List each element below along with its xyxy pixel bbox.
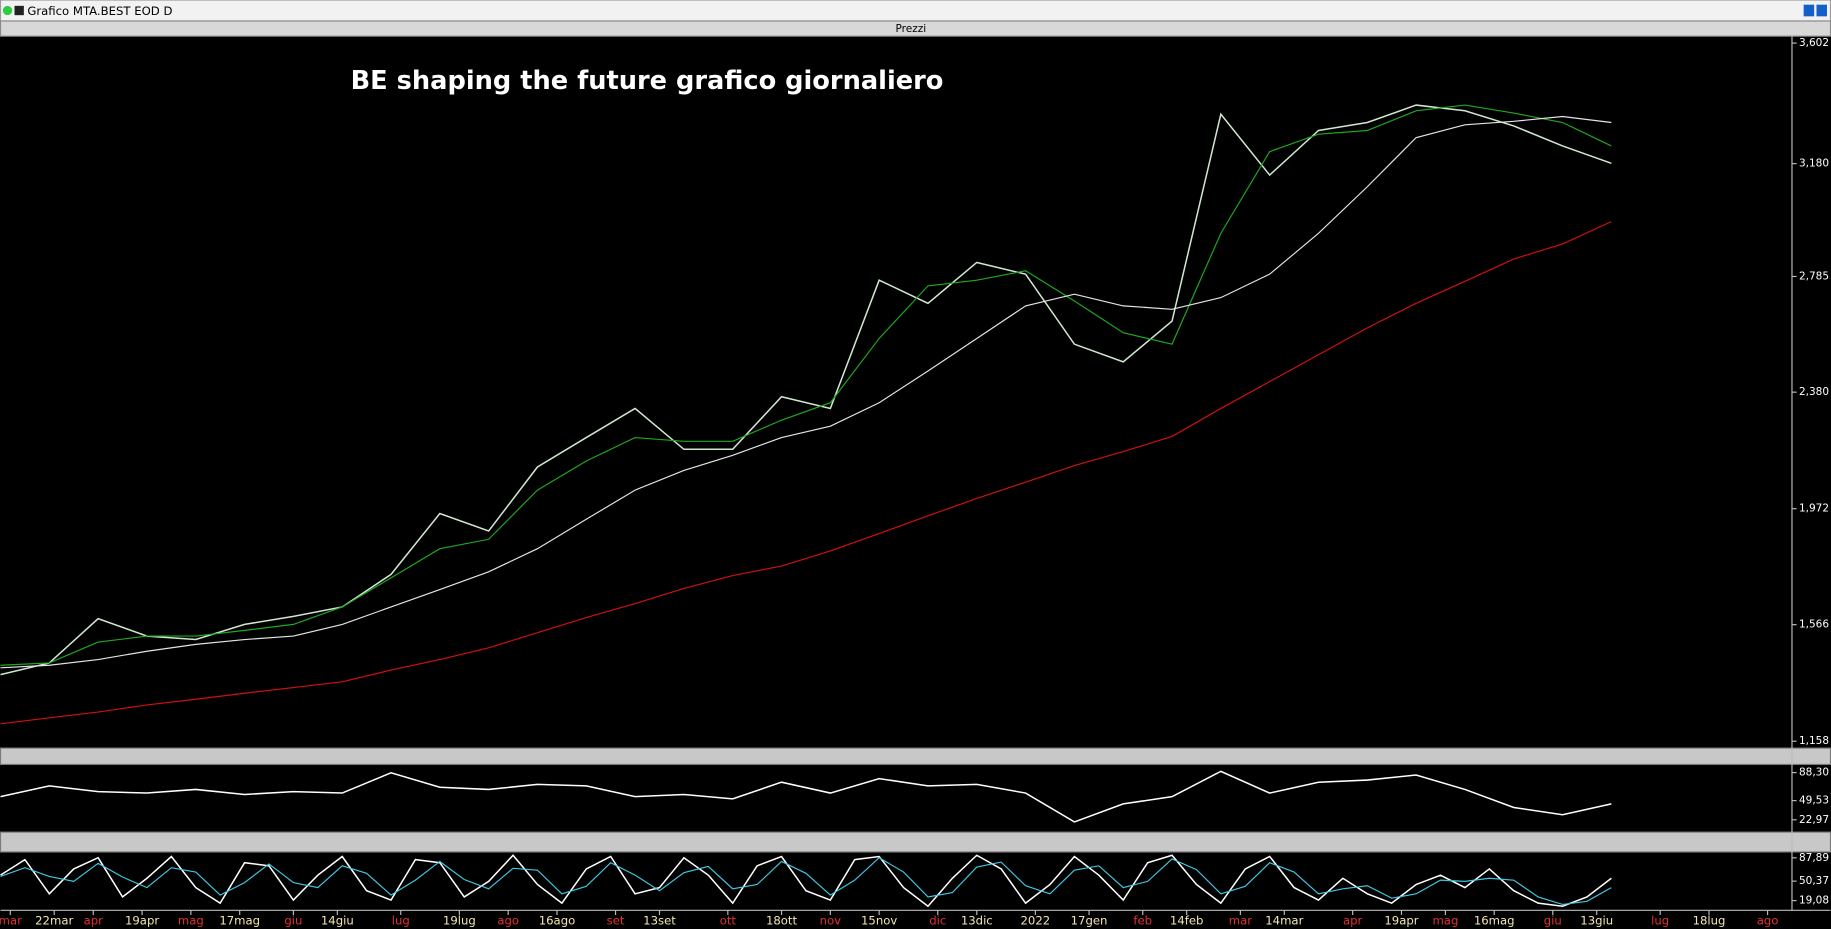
panel-title: Prezzi [896, 23, 927, 35]
panel-header [0, 20, 1831, 37]
panel-separator[interactable] [0, 831, 1831, 853]
y-tick-label: 22,97 [1799, 814, 1829, 826]
x-tick-label: 14mar [1265, 913, 1303, 927]
x-tick-label: mar [1229, 913, 1252, 927]
y-tick-label: 2,785 [1799, 270, 1829, 282]
series-line [0, 104, 1612, 676]
y-tick-label: 50,37 [1799, 875, 1829, 887]
x-tick-label: 14giu [321, 913, 354, 927]
x-tick-label: giu [1544, 913, 1562, 927]
y-tick-label: 88,30 [1799, 767, 1829, 779]
x-tick-label: lug [392, 913, 410, 927]
series-line [0, 221, 1612, 725]
x-tick-label: ago [497, 913, 519, 927]
window-button[interactable] [1816, 4, 1827, 17]
x-tick-label: mag [1432, 913, 1458, 927]
y-tick-label: 3,180 [1799, 158, 1829, 170]
x-tick-label: 22mar [35, 913, 73, 927]
y-tick-label: 1,972 [1799, 503, 1829, 515]
x-tick-label: 17mag [219, 913, 260, 927]
x-tick-label: 17gen [1071, 913, 1108, 927]
x-tick-label: nov [820, 913, 842, 927]
y-tick-label: 19,08 [1799, 895, 1829, 907]
x-tick-label: 13set [643, 913, 676, 927]
x-tick-label: mag [178, 913, 204, 927]
x-tick-label: 2022 [1021, 913, 1051, 927]
y-tick-label: 87,89 [1799, 852, 1829, 864]
series-line [0, 854, 1612, 908]
series-line [0, 857, 1612, 905]
x-tick-label: dic [929, 913, 946, 927]
panel-separator[interactable] [0, 747, 1831, 766]
x-tick-label: 16mag [1474, 913, 1515, 927]
x-tick-label: feb [1133, 913, 1152, 927]
x-tick-label: 14feb [1170, 913, 1204, 927]
y-tick-label: 49,53 [1799, 795, 1829, 807]
x-tick-label: apr [1343, 913, 1363, 927]
x-tick-label: ago [1757, 913, 1779, 927]
x-tick-label: 18lug [1693, 913, 1726, 927]
window-title-bar [0, 0, 1831, 22]
series-line [0, 770, 1612, 823]
x-tick-label: 15nov [861, 913, 897, 927]
series-line [0, 115, 1612, 669]
y-tick-label: 1,566 [1799, 619, 1829, 631]
y-tick-label: 2,380 [1799, 386, 1829, 398]
x-tick-label: apr [84, 913, 104, 927]
x-tick-label: 13giu [1580, 913, 1613, 927]
x-tick-label: 16ago [539, 913, 576, 927]
x-tick-label: 19lug [443, 913, 476, 927]
series-line [0, 104, 1612, 666]
x-tick-label: set [607, 913, 625, 927]
x-tick-label: giu [284, 913, 302, 927]
status-icon [2, 5, 13, 16]
chart-title: BE shaping the future grafico giornalier… [351, 66, 944, 96]
x-tick-label: lug [1651, 913, 1669, 927]
x-tick-label: 19apr [1384, 913, 1418, 927]
menu-icon[interactable] [14, 5, 24, 16]
x-tick-label: 19apr [125, 913, 159, 927]
x-tick-label: ott [720, 913, 737, 927]
x-tick-label: mar [0, 913, 22, 927]
y-tick-label: 3,602 [1799, 37, 1829, 49]
x-tick-label: 13dic [961, 913, 993, 927]
x-tick-label: 18ott [766, 913, 798, 927]
window-title: Grafico MTA.BEST EOD D [27, 4, 172, 18]
y-tick-label: 1,158 [1799, 735, 1829, 747]
window-button[interactable] [1803, 4, 1815, 17]
